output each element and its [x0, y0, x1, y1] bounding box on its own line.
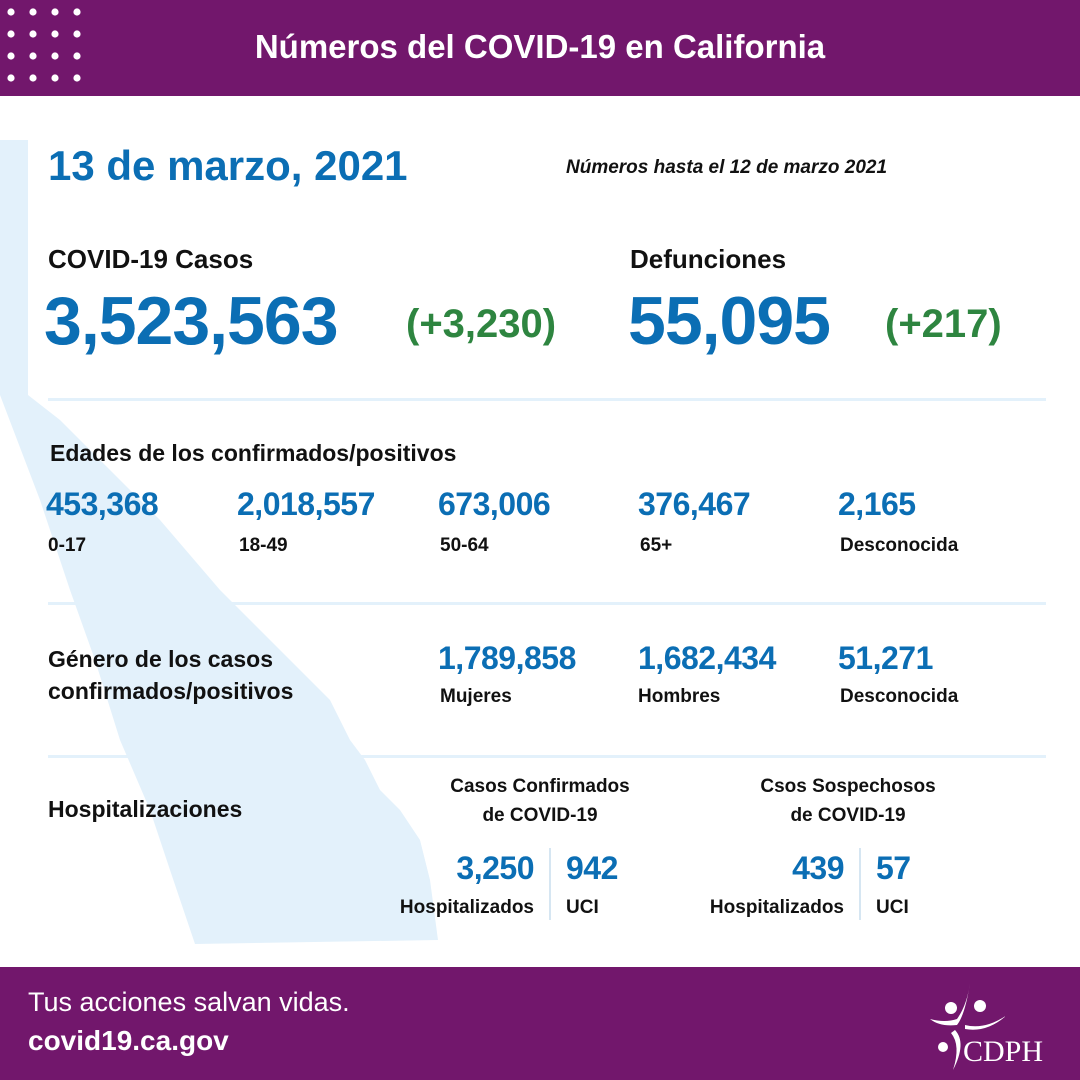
- deaths-change: (+217): [885, 302, 1002, 346]
- cases-label: COVID-19 Casos: [48, 244, 254, 274]
- gender-value: 1,789,858: [438, 640, 576, 676]
- confirmed-title-line2: de COVID-19: [482, 805, 598, 826]
- divider: [859, 848, 861, 920]
- deaths-total: 55,095: [628, 283, 831, 359]
- ages-title: Edades de los confirmados/positivos: [50, 440, 457, 466]
- deaths-label: Defunciones: [630, 244, 787, 274]
- cases-total: 3,523,563: [44, 283, 339, 359]
- confirmed-icu-label: UCI: [566, 897, 599, 918]
- suspected-hospitalized-label: Hospitalizados: [709, 897, 844, 918]
- gender-label: Desconocida: [840, 686, 959, 707]
- cdph-figures-icon: [930, 983, 1005, 1070]
- report-date: 13 de marzo, 2021: [48, 142, 408, 189]
- gender-label: Hombres: [638, 686, 721, 707]
- hosp-title: Hospitalizaciones: [48, 796, 243, 822]
- age-label: 18-49: [239, 535, 288, 556]
- confirmed-icu-value: 942: [566, 850, 618, 886]
- confirmed-hospitalized-value: 3,250: [456, 850, 534, 886]
- confirmed-hospitalized-label: Hospitalizados: [399, 897, 534, 918]
- gender-value: 1,682,434: [638, 640, 776, 676]
- page-title: Números del COVID-19 en California: [254, 28, 826, 65]
- divider: [48, 398, 1046, 401]
- gender-label: Mujeres: [440, 686, 512, 707]
- dots-decoration-icon: [7, 8, 81, 82]
- data-as-of-note: Números hasta el 12 de marzo 2021: [566, 157, 888, 178]
- age-value: 2,018,557: [237, 486, 375, 522]
- header-banner: Números del COVID-19 en California: [0, 0, 1080, 96]
- suspected-title-line2: de COVID-19: [790, 805, 906, 826]
- age-value: 673,006: [438, 486, 551, 522]
- suspected-icu-value: 57: [876, 850, 911, 886]
- gender-title-line1: Género de los casos: [48, 646, 273, 672]
- gender-title-line2: confirmados/positivos: [48, 678, 294, 704]
- gender-value: 51,271: [838, 640, 933, 676]
- divider: [48, 602, 1046, 605]
- tagline: Tus acciones salvan vidas.: [28, 987, 350, 1017]
- age-value: 376,467: [638, 486, 751, 522]
- website-link[interactable]: covid19.ca.gov: [28, 1025, 229, 1056]
- age-value: 453,368: [46, 486, 159, 522]
- age-label: Desconocida: [840, 535, 959, 556]
- footer-banner: Tus acciones salvan vidas. covid19.ca.go…: [0, 967, 1080, 1080]
- cdph-logo: CDPH: [925, 975, 1055, 1075]
- confirmed-title-line1: Casos Confirmados: [450, 776, 630, 797]
- cdph-logo-text: CDPH: [963, 1035, 1044, 1068]
- suspected-icu-label: UCI: [876, 897, 909, 918]
- cases-change: (+3,230): [406, 302, 557, 346]
- divider: [549, 848, 551, 920]
- divider: [48, 755, 1046, 758]
- suspected-hospitalized-value: 439: [792, 850, 844, 886]
- age-value: 2,165: [838, 486, 916, 522]
- age-label: 65+: [640, 535, 673, 556]
- age-label: 50-64: [440, 535, 489, 556]
- suspected-title-line1: Csos Sospechosos: [760, 776, 936, 797]
- age-label: 0-17: [48, 535, 87, 556]
